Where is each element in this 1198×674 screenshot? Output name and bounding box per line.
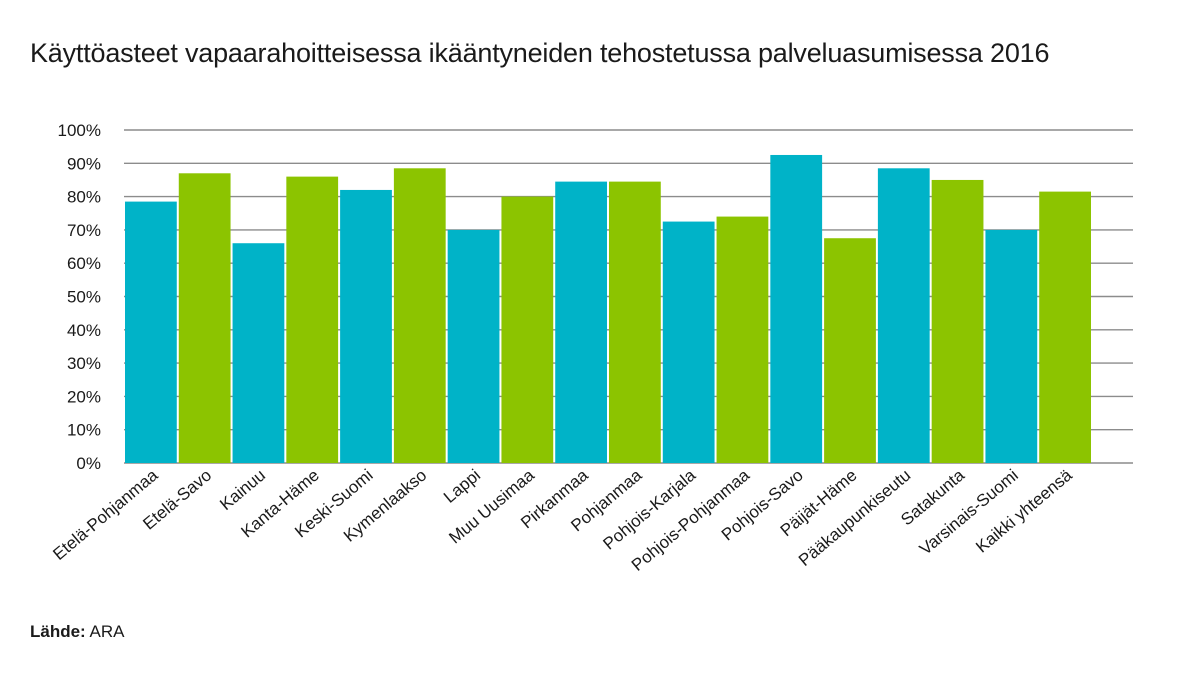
bar (447, 229, 500, 463)
y-tick-label: 10% (67, 421, 101, 440)
y-tick-label: 40% (67, 321, 101, 340)
y-tick-label: 50% (67, 288, 101, 307)
bar (178, 173, 231, 464)
bar (662, 221, 715, 463)
bar (125, 201, 177, 463)
y-tick-label: 70% (67, 221, 101, 240)
source-note: Lähde: ARA (30, 622, 125, 642)
bar (985, 229, 1038, 463)
chart-title: Käyttöasteet vapaarahoitteisessa ikäänty… (30, 38, 1050, 68)
bars (125, 154, 1091, 464)
bar (340, 189, 392, 463)
bar (770, 154, 823, 463)
x-tick-label: Pohjois-Karjala (599, 465, 699, 553)
x-tick-label: Kaikki yhteensä (972, 465, 1076, 556)
y-tick-label: 20% (67, 387, 101, 406)
bar (1039, 191, 1091, 464)
bar (609, 181, 661, 464)
x-tick-label: Varsinais-Suomi (916, 466, 1022, 559)
y-tick-label: 30% (67, 354, 101, 373)
source-value: ARA (89, 622, 125, 641)
bar (716, 216, 769, 463)
bar (286, 176, 339, 463)
bar (232, 243, 285, 463)
y-tick-label: 90% (67, 154, 101, 173)
bar (501, 196, 554, 463)
y-tick-label: 60% (67, 254, 101, 273)
y-tick-label: 80% (67, 188, 101, 207)
y-axis: 0% 10% 20% 30% 40% 50% 60% 70% 80% 90% 100% (58, 121, 101, 473)
bar (555, 181, 607, 464)
bar (931, 179, 984, 463)
bar (877, 168, 930, 464)
y-tick-label: 100% (58, 121, 101, 140)
bar (824, 238, 876, 463)
bar (393, 168, 446, 464)
x-tick-label: Lappi (440, 466, 484, 507)
y-tick-label: 0% (76, 454, 101, 473)
source-label: Lähde: (30, 622, 86, 641)
